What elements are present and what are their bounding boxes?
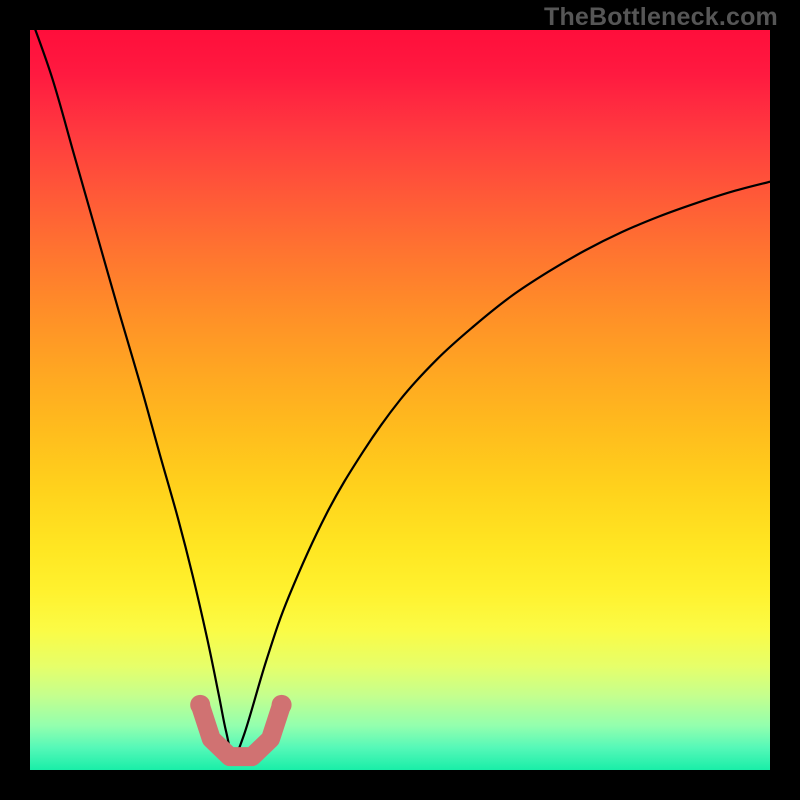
- plot-area: [30, 30, 770, 770]
- minimum-u-marker: [200, 705, 281, 757]
- bottleneck-curve: [30, 30, 770, 755]
- chart-frame: TheBottleneck.com: [0, 0, 800, 800]
- u-marker-dot-left: [190, 695, 210, 715]
- u-marker-dot-right: [272, 695, 292, 715]
- watermark-text: TheBottleneck.com: [544, 3, 778, 32]
- curve-layer: [30, 30, 770, 770]
